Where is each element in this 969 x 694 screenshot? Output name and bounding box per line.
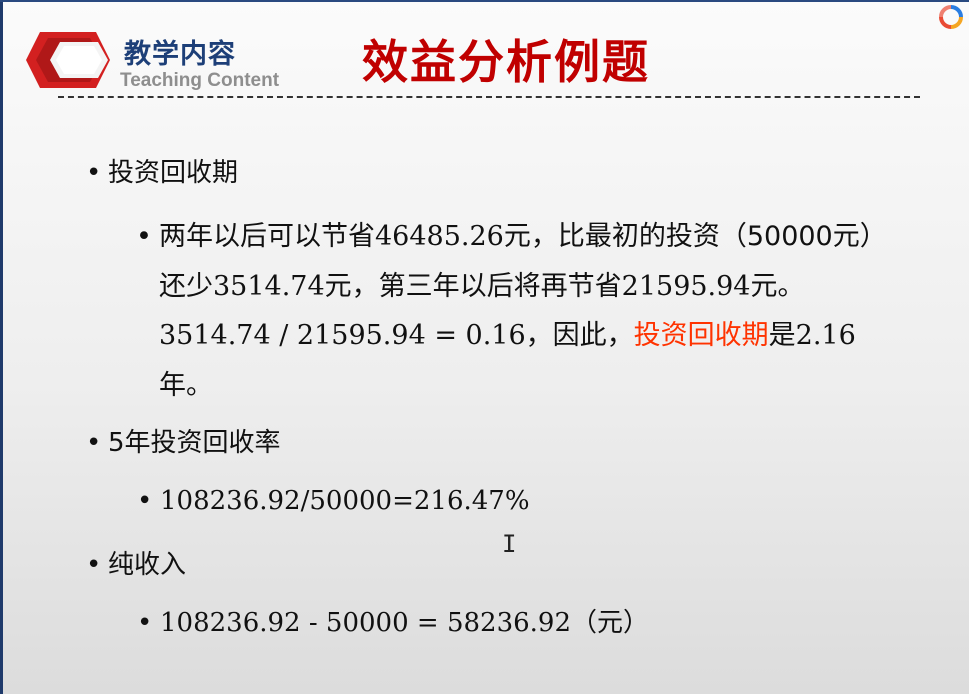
text-segment: ，因此， bbox=[525, 320, 634, 351]
text-segment: 元，比最初的投资（50000元）还少 bbox=[159, 221, 887, 302]
slide-left-edge bbox=[0, 0, 3, 694]
dashed-divider bbox=[58, 96, 920, 98]
net-income-formula: 108236.92 - 50000 = 58236.92 bbox=[160, 608, 571, 638]
highlight-payback-period: 投资回收期 bbox=[633, 320, 769, 351]
section-title: 教学内容 bbox=[124, 39, 236, 70]
slide-top-edge bbox=[0, 0, 969, 2]
text-segment: 元，第三年以后将再节省 bbox=[324, 270, 622, 302]
bullet-dot: • bbox=[86, 550, 102, 580]
payback-equation: 3514.74 / 21595.94 = 0.16 bbox=[159, 320, 526, 351]
bullet-dot: • bbox=[86, 428, 102, 458]
text-segment: 是 bbox=[768, 320, 796, 351]
sub-bullet-dot: • bbox=[136, 221, 152, 252]
bullet-dot: • bbox=[86, 158, 102, 188]
text-segment: 两年以后可以节省 bbox=[159, 221, 375, 252]
bullet-label: 纯收入 bbox=[108, 550, 187, 580]
net-income-calculation: • 108236.92 - 50000 = 58236.92（元） bbox=[137, 608, 650, 639]
net-income-unit: （元） bbox=[571, 608, 650, 638]
payback-explanation: • 两年以后可以节省46485.26元，比最初的投资（50000元）还少3514… bbox=[136, 212, 899, 410]
return-rate-calculation: • 108236.92/50000=216.47% bbox=[137, 486, 530, 517]
value-remaining: 3514.74 bbox=[213, 270, 325, 302]
slide-title: 效益分析例题 bbox=[362, 35, 650, 89]
text-cursor-icon: I bbox=[502, 530, 517, 558]
bullet-label: 5年投资回收率 bbox=[108, 428, 281, 458]
bullet-return-rate: • 5年投资回收率 bbox=[86, 428, 281, 459]
circular-app-icon[interactable] bbox=[939, 5, 963, 29]
text-segment: 元。 bbox=[750, 270, 805, 302]
section-subtitle: Teaching Content bbox=[120, 70, 280, 91]
value-third-year-savings: 21595.94 bbox=[621, 270, 751, 302]
return-rate-formula: 108236.92/50000=216.47% bbox=[160, 486, 530, 516]
value-savings-two-years: 46485.26 bbox=[375, 221, 504, 252]
text-segment: 年。 bbox=[159, 369, 213, 401]
red-hexagon-logo-icon bbox=[26, 32, 110, 88]
bullet-net-income: • 纯收入 bbox=[86, 550, 186, 581]
value-payback-years: 2.16 bbox=[795, 320, 856, 351]
sub-bullet-dot: • bbox=[137, 608, 153, 638]
sub-bullet-dot: • bbox=[137, 486, 153, 516]
bullet-label: 投资回收期 bbox=[108, 158, 239, 188]
bullet-payback-period: • 投资回收期 bbox=[86, 158, 238, 189]
